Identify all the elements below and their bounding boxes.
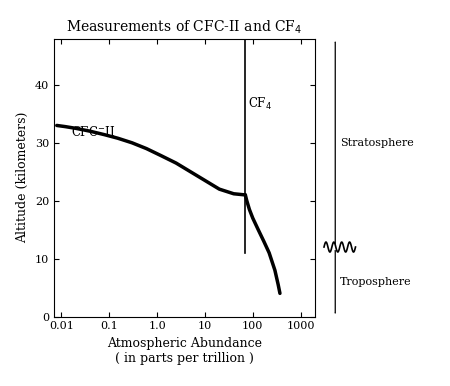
Text: Stratosphere: Stratosphere [340, 138, 414, 148]
Title: Measurements of CFC-II and CF$_4$: Measurements of CFC-II and CF$_4$ [66, 19, 303, 36]
X-axis label: Atmospheric Abundance
( in parts per trillion ): Atmospheric Abundance ( in parts per tri… [107, 337, 262, 365]
Text: Troposphere: Troposphere [340, 277, 411, 287]
Text: CF$_4$: CF$_4$ [248, 96, 272, 112]
Text: CFC$^{-}$II: CFC$^{-}$II [71, 125, 115, 139]
Y-axis label: Altitude (kilometers): Altitude (kilometers) [16, 112, 29, 243]
